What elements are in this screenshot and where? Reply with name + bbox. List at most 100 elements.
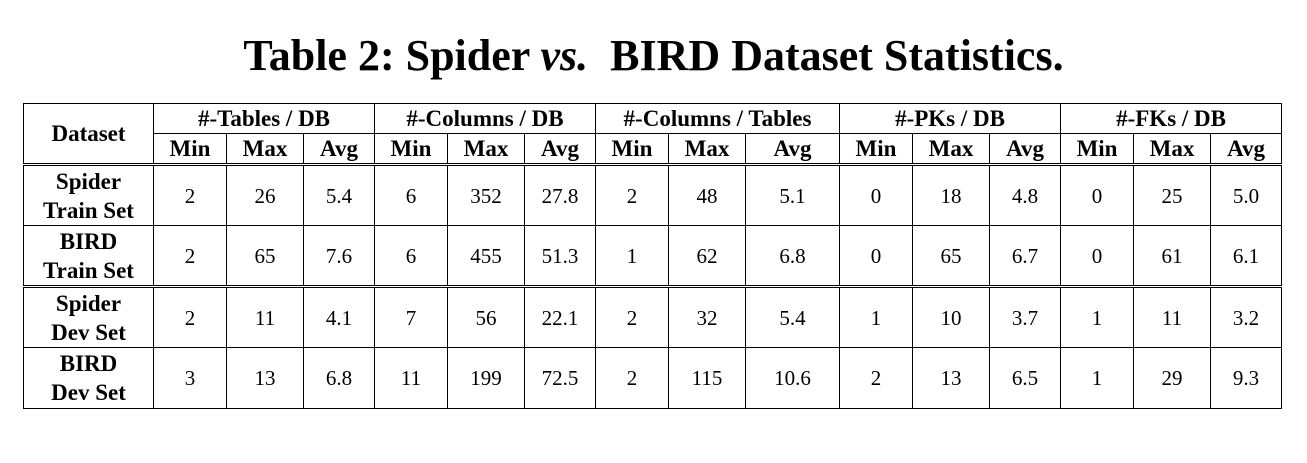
stat-cell: 0 [839,225,913,287]
header-min: Min [595,133,669,165]
dataset-name-cell: BIRD Dev Set [23,347,154,409]
stat-cell: 11 [374,347,448,409]
header-avg: Avg [745,133,840,165]
header-group-pks-per-db: #-PKs / DB [838,103,1062,134]
stat-cell: 18 [912,163,990,226]
stat-cell: 115 [668,347,746,409]
stat-cell: 9.3 [1210,347,1283,409]
header-group-fks-per-db: #-FKs / DB [1060,103,1283,134]
stat-cell: 13 [226,347,304,409]
header-min: Min [1060,133,1135,165]
stat-cell: 51.3 [524,225,596,287]
dataset-name: BIRD [59,228,118,254]
dataset-name-cell: Spider Dev Set [23,285,154,348]
stat-cell: 29 [1133,347,1212,409]
header-group-columns-per-db: #-Columns / DB [374,103,596,134]
table-row: BIRD Dev Set 3 13 6.8 11 199 72.5 2 115 10.6 2 13 6.5… [23,347,1283,409]
stat-cell: 5.4 [303,163,375,226]
caption-vs: vs. [540,31,589,80]
header-min: Min [153,133,227,165]
stat-cell: 56 [447,285,525,348]
table-caption: Table 2: Spider vs. BIRD Dataset Statist… [0,30,1307,82]
table-row: Spider Train Set 2 26 5.4 6 352 27.8 2 48 5.1 0 18 4.… [23,163,1283,226]
stat-cell: 10 [912,285,990,348]
statistics-table: Dataset #-Tables / DB #-Columns / DB #-C… [23,103,1283,409]
header-avg: Avg [988,133,1062,165]
stat-cell: 0 [839,163,913,226]
dev-set-rows: Spider Dev Set 2 11 4.1 7 56 22.1 2 32 5.4 1 10 3.7 1 1… [23,285,1283,409]
dataset-name-cell: BIRD Train Set [23,225,154,287]
table-row: BIRD Train Set 2 65 7.6 6 455 51.3 1 62 6.8 0 65 6.7 0… [23,225,1283,287]
dataset-split: Dev Set [51,380,126,405]
header-avg: Avg [524,133,596,165]
header-max: Max [1133,133,1212,165]
stat-cell: 1 [839,285,913,348]
stat-cell: 3.7 [988,285,1062,348]
stat-cell: 22.1 [524,285,596,348]
stat-cell: 6.8 [745,225,840,287]
stat-cell: 6.5 [988,347,1062,409]
stat-cell: 1 [595,225,669,287]
header-avg: Avg [1210,133,1283,165]
header-group-tables-per-db: #-Tables / DB [153,103,375,134]
dataset-name-cell: Spider Train Set [23,163,154,226]
stat-cell: 2 [595,347,669,409]
stat-cell: 72.5 [524,347,596,409]
stat-cell: 0 [1060,163,1135,226]
stat-cell: 25 [1133,163,1212,226]
stat-cell: 352 [447,163,525,226]
stat-cell: 26 [226,163,304,226]
dataset-name: Spider [55,290,122,316]
dataset-split: Train Set [43,257,134,283]
header-dataset: Dataset [23,103,154,165]
stat-cell: 27.8 [524,163,596,226]
stat-cell: 2 [595,285,669,348]
dataset-name: Spider [55,168,122,194]
stat-cell: 11 [226,285,304,348]
stat-cell: 455 [447,225,525,287]
stat-cell: 62 [668,225,746,287]
stat-cell: 61 [1133,225,1212,287]
stat-cell: 2 [595,163,669,226]
header-max: Max [668,133,746,165]
stat-cell: 32 [668,285,746,348]
stat-cell: 13 [912,347,990,409]
stat-cell: 1 [1060,285,1135,348]
stat-cell: 65 [226,225,304,287]
stat-cell: 6.8 [303,347,375,409]
dataset-split: Dev Set [51,319,126,345]
header-min: Min [839,133,913,165]
stat-cell: 6 [374,163,448,226]
stat-cell: 6.1 [1210,225,1283,287]
caption-suffix: BIRD Dataset Statistics. [588,31,1064,80]
header-max: Max [912,133,990,165]
stat-cell: 65 [912,225,990,287]
stat-cell: 11 [1133,285,1212,348]
stat-cell: 2 [153,225,227,287]
stat-cell: 4.1 [303,285,375,348]
stat-cell: 6 [374,225,448,287]
stat-cell: 199 [447,347,525,409]
header-max: Max [226,133,304,165]
header-avg: Avg [303,133,375,165]
dataset-name: BIRD [59,351,118,376]
stat-cell: 2 [153,163,227,226]
stat-cell: 0 [1060,225,1135,287]
stat-cell: 5.4 [745,285,840,348]
caption-prefix: Table 2: Spider [243,31,541,80]
train-set-rows: Spider Train Set 2 26 5.4 6 352 27.8 2 48 5.1 0 18 4.… [23,163,1283,287]
stat-cell: 10.6 [745,347,840,409]
stat-cell: 5.1 [745,163,840,226]
header-min: Min [374,133,448,165]
stat-cell: 1 [1060,347,1135,409]
stat-cell: 7 [374,285,448,348]
stat-cell: 3 [153,347,227,409]
stat-cell: 48 [668,163,746,226]
header-group-columns-per-tables: #-Columns / Tables [595,103,840,134]
table-row: Spider Dev Set 2 11 4.1 7 56 22.1 2 32 5.4 1 10 3.7 1 1… [23,285,1283,348]
stat-cell: 4.8 [988,163,1062,226]
stat-cell: 2 [839,347,913,409]
stat-cell: 7.6 [303,225,375,287]
stat-cell: 2 [153,285,227,348]
stat-cell: 5.0 [1210,163,1283,226]
